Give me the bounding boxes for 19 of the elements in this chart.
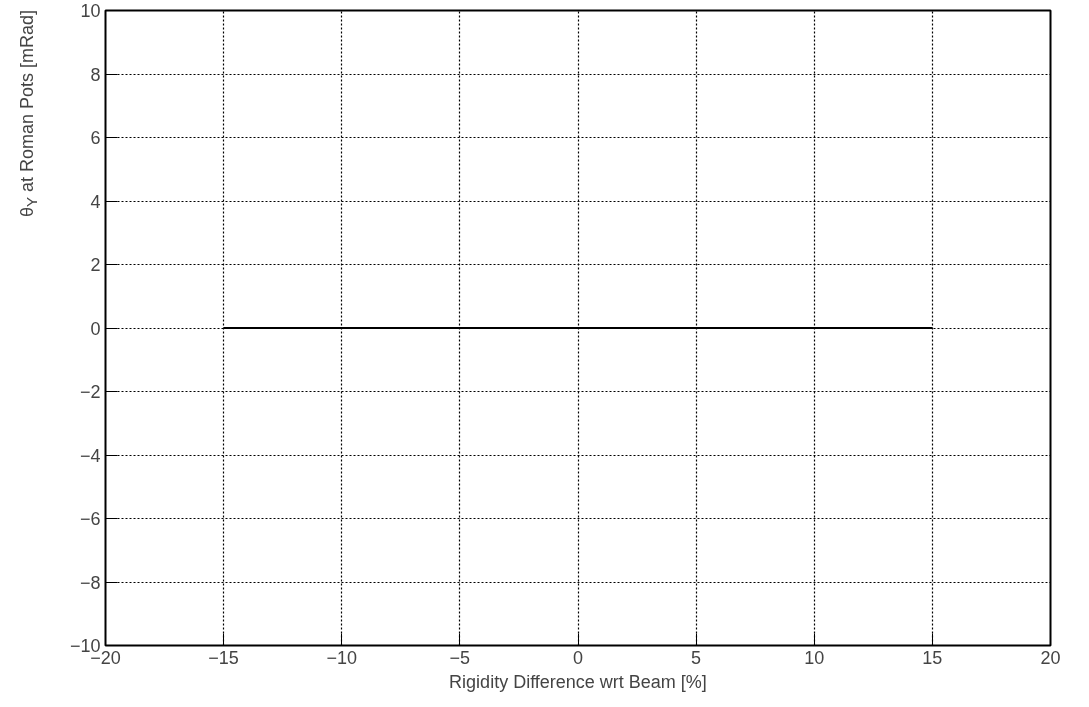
y-tick-label: 0	[90, 318, 101, 339]
y-tick-label: 4	[90, 191, 101, 212]
y-tick-label: −8	[79, 572, 101, 593]
x-tick-label: 5	[691, 647, 702, 668]
x-tick-label: −5	[449, 647, 471, 668]
y-tick-label: 2	[90, 255, 101, 275]
x-tick-label: −10	[326, 647, 358, 668]
y-tick-label: −6	[79, 509, 101, 529]
x-tick-label: 20	[1040, 647, 1061, 668]
x-tick-label: −15	[208, 647, 239, 668]
x-tick-label: 0	[572, 647, 584, 668]
y-tick-label: 6	[90, 128, 101, 148]
y-tick-label: −4	[79, 445, 101, 466]
y-tick-label: 8	[90, 64, 101, 85]
y-tick-label: 10	[80, 1, 101, 21]
x-tick-label: 15	[922, 647, 943, 668]
x-tick-label: 10	[804, 647, 825, 668]
x-axis-title: Rigidity Difference wrt Beam [%]	[449, 671, 707, 692]
y-tick-label: −2	[79, 382, 101, 402]
